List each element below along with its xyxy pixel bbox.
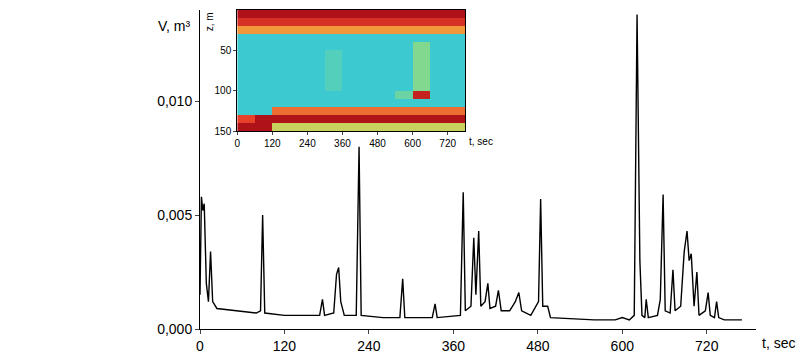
svg-text:600: 600 — [404, 138, 421, 149]
svg-text:240: 240 — [299, 138, 316, 149]
svg-text:z, m: z, m — [204, 12, 215, 31]
svg-text:0,000: 0,000 — [157, 321, 192, 337]
svg-text:50: 50 — [220, 45, 232, 56]
svg-text:V, m³: V, m³ — [158, 18, 190, 34]
svg-text:0: 0 — [234, 138, 240, 149]
svg-text:120: 120 — [264, 138, 281, 149]
svg-text:t, sec: t, sec — [469, 136, 493, 147]
svg-text:0: 0 — [196, 338, 204, 354]
svg-text:t, sec: t, sec — [762, 335, 795, 351]
svg-text:100: 100 — [215, 85, 232, 96]
svg-text:360: 360 — [334, 138, 351, 149]
svg-text:720: 720 — [695, 338, 719, 354]
svg-text:120: 120 — [273, 338, 297, 354]
svg-text:360: 360 — [442, 338, 466, 354]
svg-text:150: 150 — [215, 126, 232, 137]
svg-text:480: 480 — [526, 338, 550, 354]
svg-text:0,005: 0,005 — [157, 207, 192, 223]
svg-text:240: 240 — [357, 338, 381, 354]
svg-text:720: 720 — [439, 138, 456, 149]
svg-text:0,010: 0,010 — [157, 93, 192, 109]
svg-text:600: 600 — [611, 338, 635, 354]
svg-text:480: 480 — [369, 138, 386, 149]
